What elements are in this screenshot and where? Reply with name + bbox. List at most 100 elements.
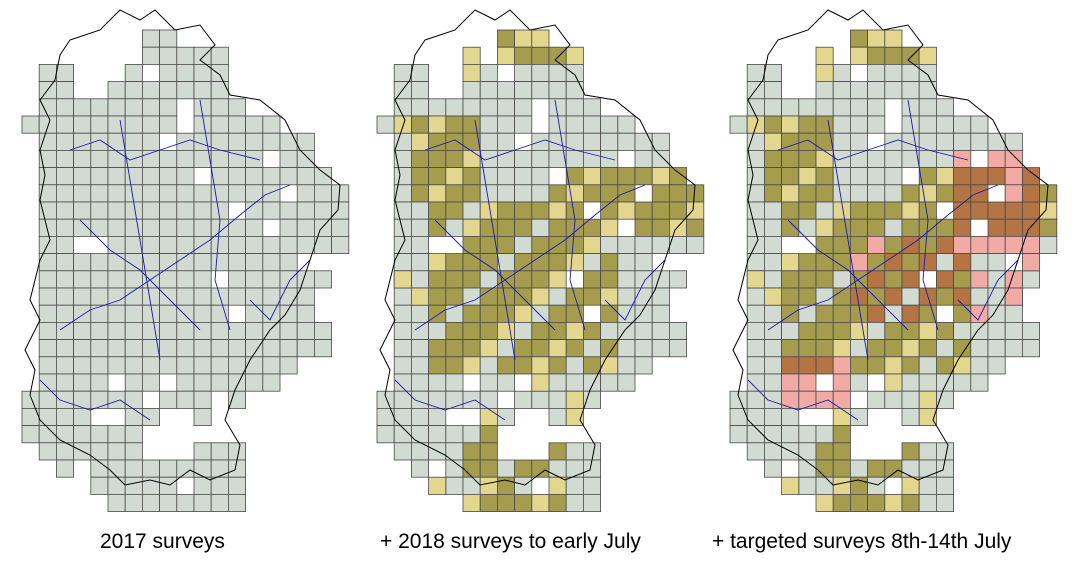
grid-cell-2017 xyxy=(548,115,567,134)
caption-targeted-surveys: + targeted surveys 8th-14th July xyxy=(712,530,1012,553)
grid-cell-2017 xyxy=(56,407,75,426)
grid-cell-2018 xyxy=(462,459,481,478)
grid-cell-2018 xyxy=(428,167,447,186)
grid-cell-2018 xyxy=(798,270,817,289)
grid-cell-2017 xyxy=(124,459,143,478)
grid-cell-2017 xyxy=(193,81,212,100)
grid-cell-2018 xyxy=(867,459,886,478)
grid-cell-2018 xyxy=(651,167,670,186)
grid-cell-2017 xyxy=(479,132,498,151)
grid-cell-2017 xyxy=(565,373,584,392)
grid-cell-2018 xyxy=(514,29,533,48)
grid-cell-2017 xyxy=(56,149,75,168)
grid-cell-2017 xyxy=(279,253,298,272)
grid-cell-2017 xyxy=(331,218,350,237)
grid-cell-2017 xyxy=(531,81,550,100)
grid-cell-2018 xyxy=(445,339,464,358)
grid-cell-2017 xyxy=(764,390,783,409)
grid-cell-2017 xyxy=(428,321,447,340)
grid-cell-2017 xyxy=(107,149,126,168)
grid-cell-2017 xyxy=(428,98,447,117)
grid-cell-2018 xyxy=(617,184,636,203)
grid-cell-2018 xyxy=(462,270,481,289)
grid-cell-2017 xyxy=(56,356,75,375)
grid-cell-targeted xyxy=(781,373,800,392)
grid-cell-2017 xyxy=(462,476,481,495)
grid-cell-2017 xyxy=(884,390,903,409)
grid-cell-2017 xyxy=(193,304,212,323)
grid-cell-2017 xyxy=(176,390,195,409)
grid-cell-2017 xyxy=(582,459,601,478)
grid-cell-2017 xyxy=(107,81,126,100)
grid-cell-2017 xyxy=(107,218,126,237)
grid-cell-2018 xyxy=(496,493,515,512)
grid-cell-2017 xyxy=(73,115,92,134)
grid-cell-2017 xyxy=(210,81,229,100)
grid-cell-2017 xyxy=(479,98,498,117)
grid-cell-2018 xyxy=(781,339,800,358)
grid-cell-2017 xyxy=(970,132,989,151)
grid-cell-2017 xyxy=(176,149,195,168)
grid-cell-2018 xyxy=(918,235,937,254)
grid-cell-2017 xyxy=(124,425,143,444)
grid-cell-2017 xyxy=(1039,235,1058,254)
grid-cell-targeted xyxy=(867,235,886,254)
grid-cell-2017 xyxy=(918,98,937,117)
grid-cell-2017 xyxy=(411,407,430,426)
grid-cell-2017 xyxy=(176,373,195,392)
grid-cell-2017 xyxy=(296,167,315,186)
grid-cell-targeted xyxy=(953,167,972,186)
grid-cell-2018 xyxy=(884,321,903,340)
grid-cell-2017 xyxy=(496,407,515,426)
grid-cell-2018 xyxy=(918,184,937,203)
grid-cell-2017 xyxy=(193,270,212,289)
grid-cell-2017 xyxy=(565,442,584,461)
grid-cell-targeted xyxy=(798,356,817,375)
grid-cell-2017 xyxy=(176,167,195,186)
grid-cell-2018 xyxy=(428,115,447,134)
grid-cell-2017 xyxy=(953,373,972,392)
grid-cell-2017 xyxy=(159,390,178,409)
grid-cell-2017 xyxy=(514,390,533,409)
grid-cell-2017 xyxy=(38,167,57,186)
grid-cell-2017 xyxy=(262,373,281,392)
grid-cell-2018 xyxy=(531,201,550,220)
grid-cell-2017 xyxy=(56,132,75,151)
grid-cell-2017 xyxy=(462,201,481,220)
grid-cell-targeted xyxy=(918,253,937,272)
grid-cell-2017 xyxy=(159,149,178,168)
grid-cell-2018 xyxy=(565,235,584,254)
river-line xyxy=(199,99,231,331)
grid-cell-2018 xyxy=(634,218,653,237)
grid-cell-2017 xyxy=(764,321,783,340)
grid-cell-targeted xyxy=(901,304,920,323)
grid-cell-2017 xyxy=(617,339,636,358)
grid-cell-2018 xyxy=(548,253,567,272)
grid-cell-2017 xyxy=(176,287,195,306)
grid-cell-2017 xyxy=(393,321,412,340)
grid-cell-2017 xyxy=(159,493,178,512)
grid-cell-2017 xyxy=(107,304,126,323)
grid-cell-2018 xyxy=(479,304,498,323)
grid-cell-2018 xyxy=(849,493,868,512)
grid-cell-2017 xyxy=(393,218,412,237)
grid-cell-2017 xyxy=(313,339,332,358)
grid-cell-2017 xyxy=(159,201,178,220)
grid-cell-2017 xyxy=(159,459,178,478)
grid-cell-2018-new xyxy=(918,390,937,409)
grid-cell-2017 xyxy=(531,184,550,203)
grid-cell-2017 xyxy=(832,184,851,203)
grid-cell-2018 xyxy=(832,321,851,340)
grid-cell-2018 xyxy=(514,339,533,358)
grid-cell-2017 xyxy=(73,149,92,168)
grid-cell-targeted xyxy=(953,287,972,306)
grid-cell-2017 xyxy=(867,390,886,409)
grid-cell-2017 xyxy=(987,132,1006,151)
grid-cell-2017 xyxy=(548,373,567,392)
grid-cell-2018 xyxy=(462,115,481,134)
grid-cell-2017 xyxy=(90,356,109,375)
grid-cell-2017 xyxy=(279,339,298,358)
grid-cell-2017 xyxy=(651,339,670,358)
grid-cell-2017 xyxy=(124,321,143,340)
grid-cell-2017 xyxy=(124,64,143,83)
